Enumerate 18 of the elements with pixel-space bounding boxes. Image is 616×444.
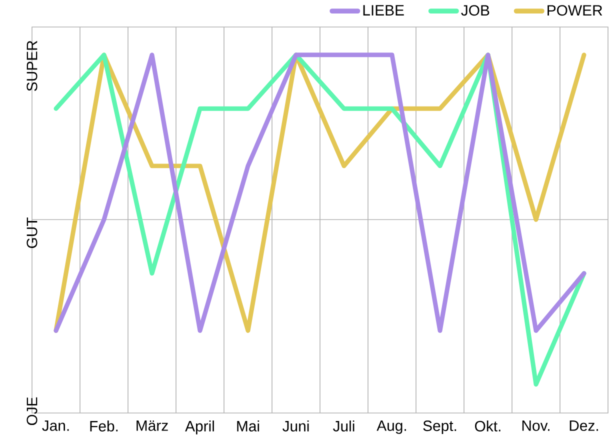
legend-label: LIEBE [363, 5, 404, 16]
legend-label: POWER [548, 5, 602, 16]
annotation: OJE [26, 397, 38, 426]
x-tick-label: März [136, 420, 168, 431]
annotation: SUPER [26, 40, 38, 91]
x-tick-label: Juni [282, 420, 309, 432]
annotation: GUT [26, 218, 38, 248]
x-tick-label: Nov. [522, 420, 550, 431]
x-tick-label: Sept. [423, 420, 456, 434]
x-tick-label: Mai [237, 420, 260, 432]
x-tick-label: Jan. [42, 420, 69, 431]
legend-label: JOB [461, 5, 490, 16]
x-tick-label: Feb. [90, 420, 118, 432]
x-tick-label: Juli [333, 420, 354, 432]
x-tick-label: Dez. [570, 420, 598, 431]
x-tick-label: April [185, 420, 214, 434]
x-tick-label: Aug. [376, 420, 406, 434]
x-tick-label: Okt. [475, 420, 500, 432]
